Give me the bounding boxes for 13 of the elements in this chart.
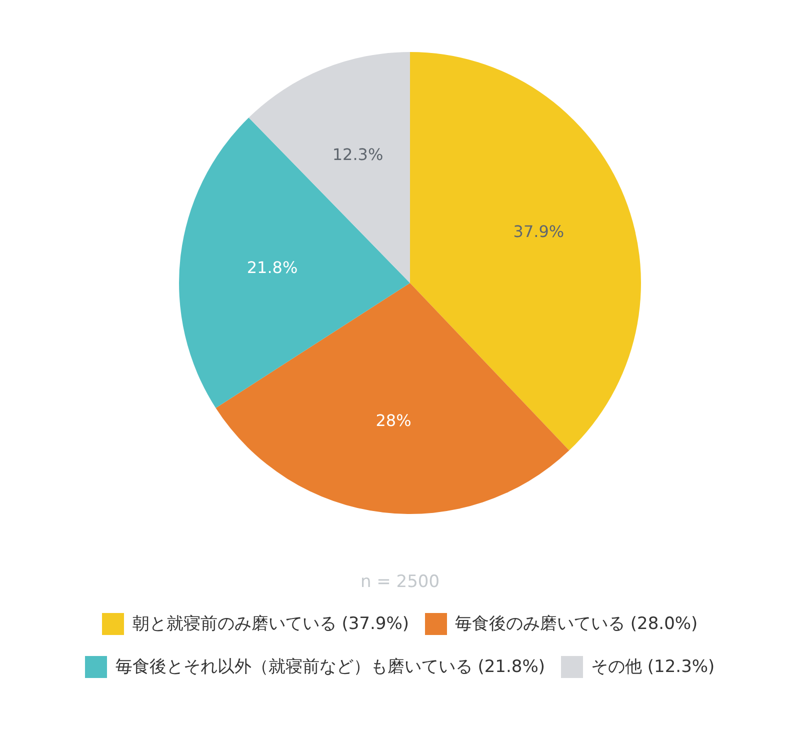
text: n = 2500 [359,572,441,592]
data-label: 28% [376,411,412,430]
data-label: 21.8% [246,258,298,277]
legend-label: 毎食後とそれ以外（就寝前など）も磨いている (21.8%) [115,656,545,678]
pie-slice [248,52,410,283]
pie-slice [216,283,570,514]
legend-label: 毎食後のみ磨いている (28.0%) [455,613,698,635]
data-label: 37.9% [513,222,564,242]
legend-label: 朝と就寝前のみ磨いている (37.9%) [132,613,409,635]
data-label: 12.3% [332,145,384,164]
legend-label: その他 (12.3%) [591,656,715,678]
pie-slice [179,118,410,408]
pie-slice [410,52,641,450]
